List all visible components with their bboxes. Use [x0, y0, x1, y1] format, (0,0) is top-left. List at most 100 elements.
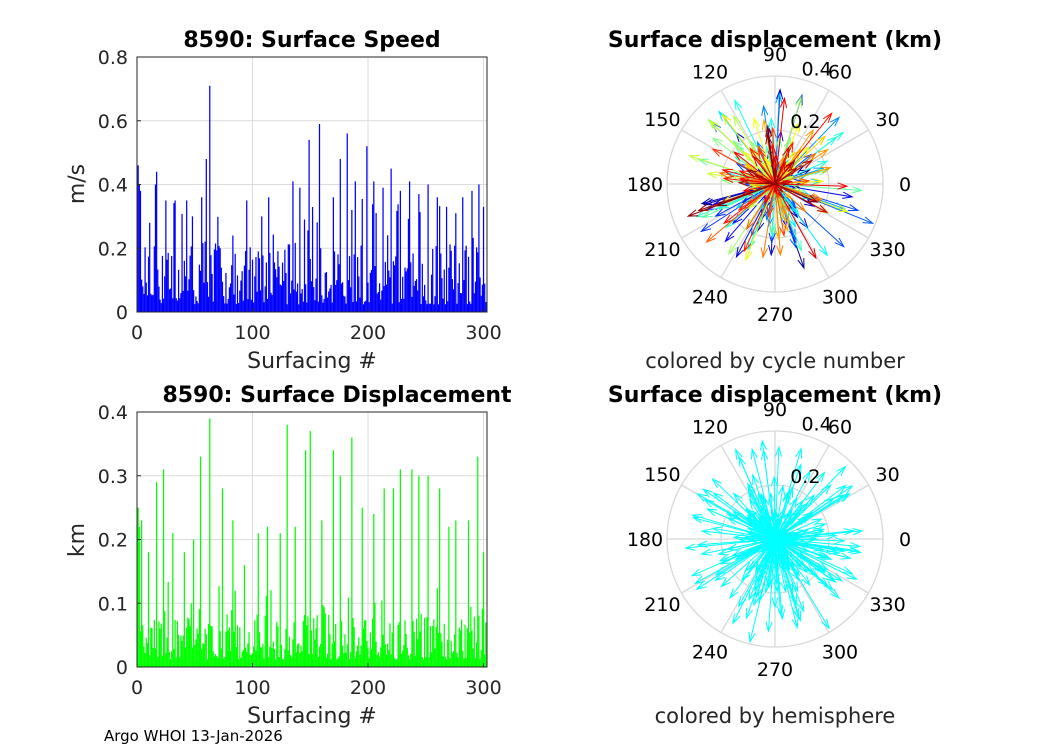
displacement-arrow: [747, 169, 776, 185]
displacement-arrow: [774, 493, 849, 540]
arrow-head: [782, 213, 790, 225]
arrow-head: [834, 536, 846, 545]
arrow-head: [768, 245, 776, 257]
arrow-head: [780, 538, 785, 542]
arrow-head: [782, 146, 790, 158]
arrow-head: [812, 178, 825, 186]
polar-cycle-labels: 0 30 60 90 120 150 180 210 240 270 300 330 0.2 0.4: [627, 44, 911, 326]
displacement-arrow: [774, 538, 832, 560]
arrow-head: [791, 535, 802, 543]
arrow-head: [791, 533, 803, 541]
arrow-head: [847, 204, 860, 212]
y-tick-label: 0.6: [98, 111, 128, 133]
arrow-head: [737, 179, 749, 187]
displacement-arrow: [697, 538, 776, 546]
arrow-head: [851, 186, 864, 194]
arrow-head: [763, 181, 769, 185]
arrow-head: [705, 508, 718, 517]
arrow-head: [764, 156, 772, 168]
arrow-head: [732, 492, 743, 503]
arrow-head: [734, 551, 746, 561]
displacement-arrow: [774, 183, 781, 256]
arrow-head: [841, 566, 854, 575]
arrow-head: [748, 589, 757, 602]
arrow-head: [697, 204, 709, 212]
angle-label: 270: [757, 304, 793, 326]
arrow-head: [745, 608, 753, 620]
arrow-head: [801, 575, 811, 587]
arrow-head: [781, 221, 789, 233]
displacement-arrow: [774, 472, 825, 540]
displacement-arrow: [743, 183, 776, 252]
speed-xlabel: Surfacing #: [247, 349, 377, 374]
arrow-head: [779, 96, 788, 109]
displacement-arrow: [767, 183, 776, 217]
y-tick-label: 0.1: [98, 593, 128, 615]
angle-label: 330: [869, 594, 905, 616]
angle-label: 240: [692, 642, 728, 664]
arrow-head: [738, 170, 750, 178]
speed-bars: [137, 85, 487, 312]
arrow-head: [711, 148, 723, 157]
arrow-head: [768, 528, 773, 534]
angle-label: 150: [644, 109, 680, 131]
arrow-head: [794, 462, 802, 475]
arrow-head: [760, 516, 769, 527]
angle-label: 210: [644, 239, 680, 261]
arrow-head: [763, 194, 771, 204]
displacement-arrow: [733, 151, 776, 185]
displacement-xlabel: Surfacing #: [247, 704, 377, 729]
displacement-arrow: [774, 183, 818, 203]
arrow-head: [735, 162, 747, 172]
arrow-head: [842, 191, 854, 199]
arrow-head: [775, 88, 784, 100]
arrow-head: [800, 145, 811, 157]
displacement-arrow: [774, 538, 853, 574]
arrow-head: [808, 567, 819, 578]
arrow-head: [771, 153, 780, 165]
arrow-head: [706, 171, 718, 179]
arrow-head: [732, 151, 744, 161]
polar-cycle-panel: Surface displacement (km) 0 30 60 90 120 150 1…: [608, 28, 942, 373]
arrow-head: [714, 572, 726, 582]
arrow-head: [765, 541, 770, 546]
arrow-head: [765, 132, 773, 145]
arrow-head: [750, 140, 759, 152]
arrow-head: [768, 116, 776, 129]
displacement-arrow: [774, 180, 787, 185]
arrow-head: [781, 201, 791, 213]
arrow-head: [740, 570, 751, 582]
arrow-head: [700, 528, 713, 536]
arrow-head: [821, 618, 830, 630]
displacement-arrow: [774, 512, 813, 540]
displacement-arrow: [774, 135, 826, 185]
arrow-head: [752, 473, 760, 486]
arrow-head: [696, 540, 708, 548]
arrow-head: [760, 247, 769, 259]
arrow-head: [734, 98, 743, 111]
radial-tick-label: 0.2: [790, 466, 820, 488]
angle-label: 60: [828, 416, 852, 438]
arrow-head: [753, 116, 761, 129]
arrow-head: [787, 167, 798, 177]
arrow-head: [688, 155, 700, 162]
displacement-arrow: [702, 530, 776, 540]
polar-cycle-caption: colored by cycle number: [645, 349, 905, 373]
displacement-arrow: [750, 518, 776, 540]
displacement-arrow: [764, 183, 776, 203]
arrow-head: [722, 214, 734, 225]
angle-label: 120: [692, 416, 728, 438]
arrow-head: [763, 582, 771, 594]
displacement-arrow: [693, 517, 776, 540]
arrow-head: [745, 249, 753, 262]
arrow-head: [785, 159, 796, 171]
arrow-head: [772, 557, 780, 569]
displacement-arrow: [774, 538, 840, 599]
arrow-head: [788, 228, 796, 241]
y-tick-label: 0.3: [98, 466, 128, 488]
arrow-head: [791, 148, 802, 160]
y-tick-label: 0.4: [98, 402, 128, 424]
arrow-head: [771, 510, 779, 521]
polar-hemisphere-arrows: [684, 439, 864, 644]
